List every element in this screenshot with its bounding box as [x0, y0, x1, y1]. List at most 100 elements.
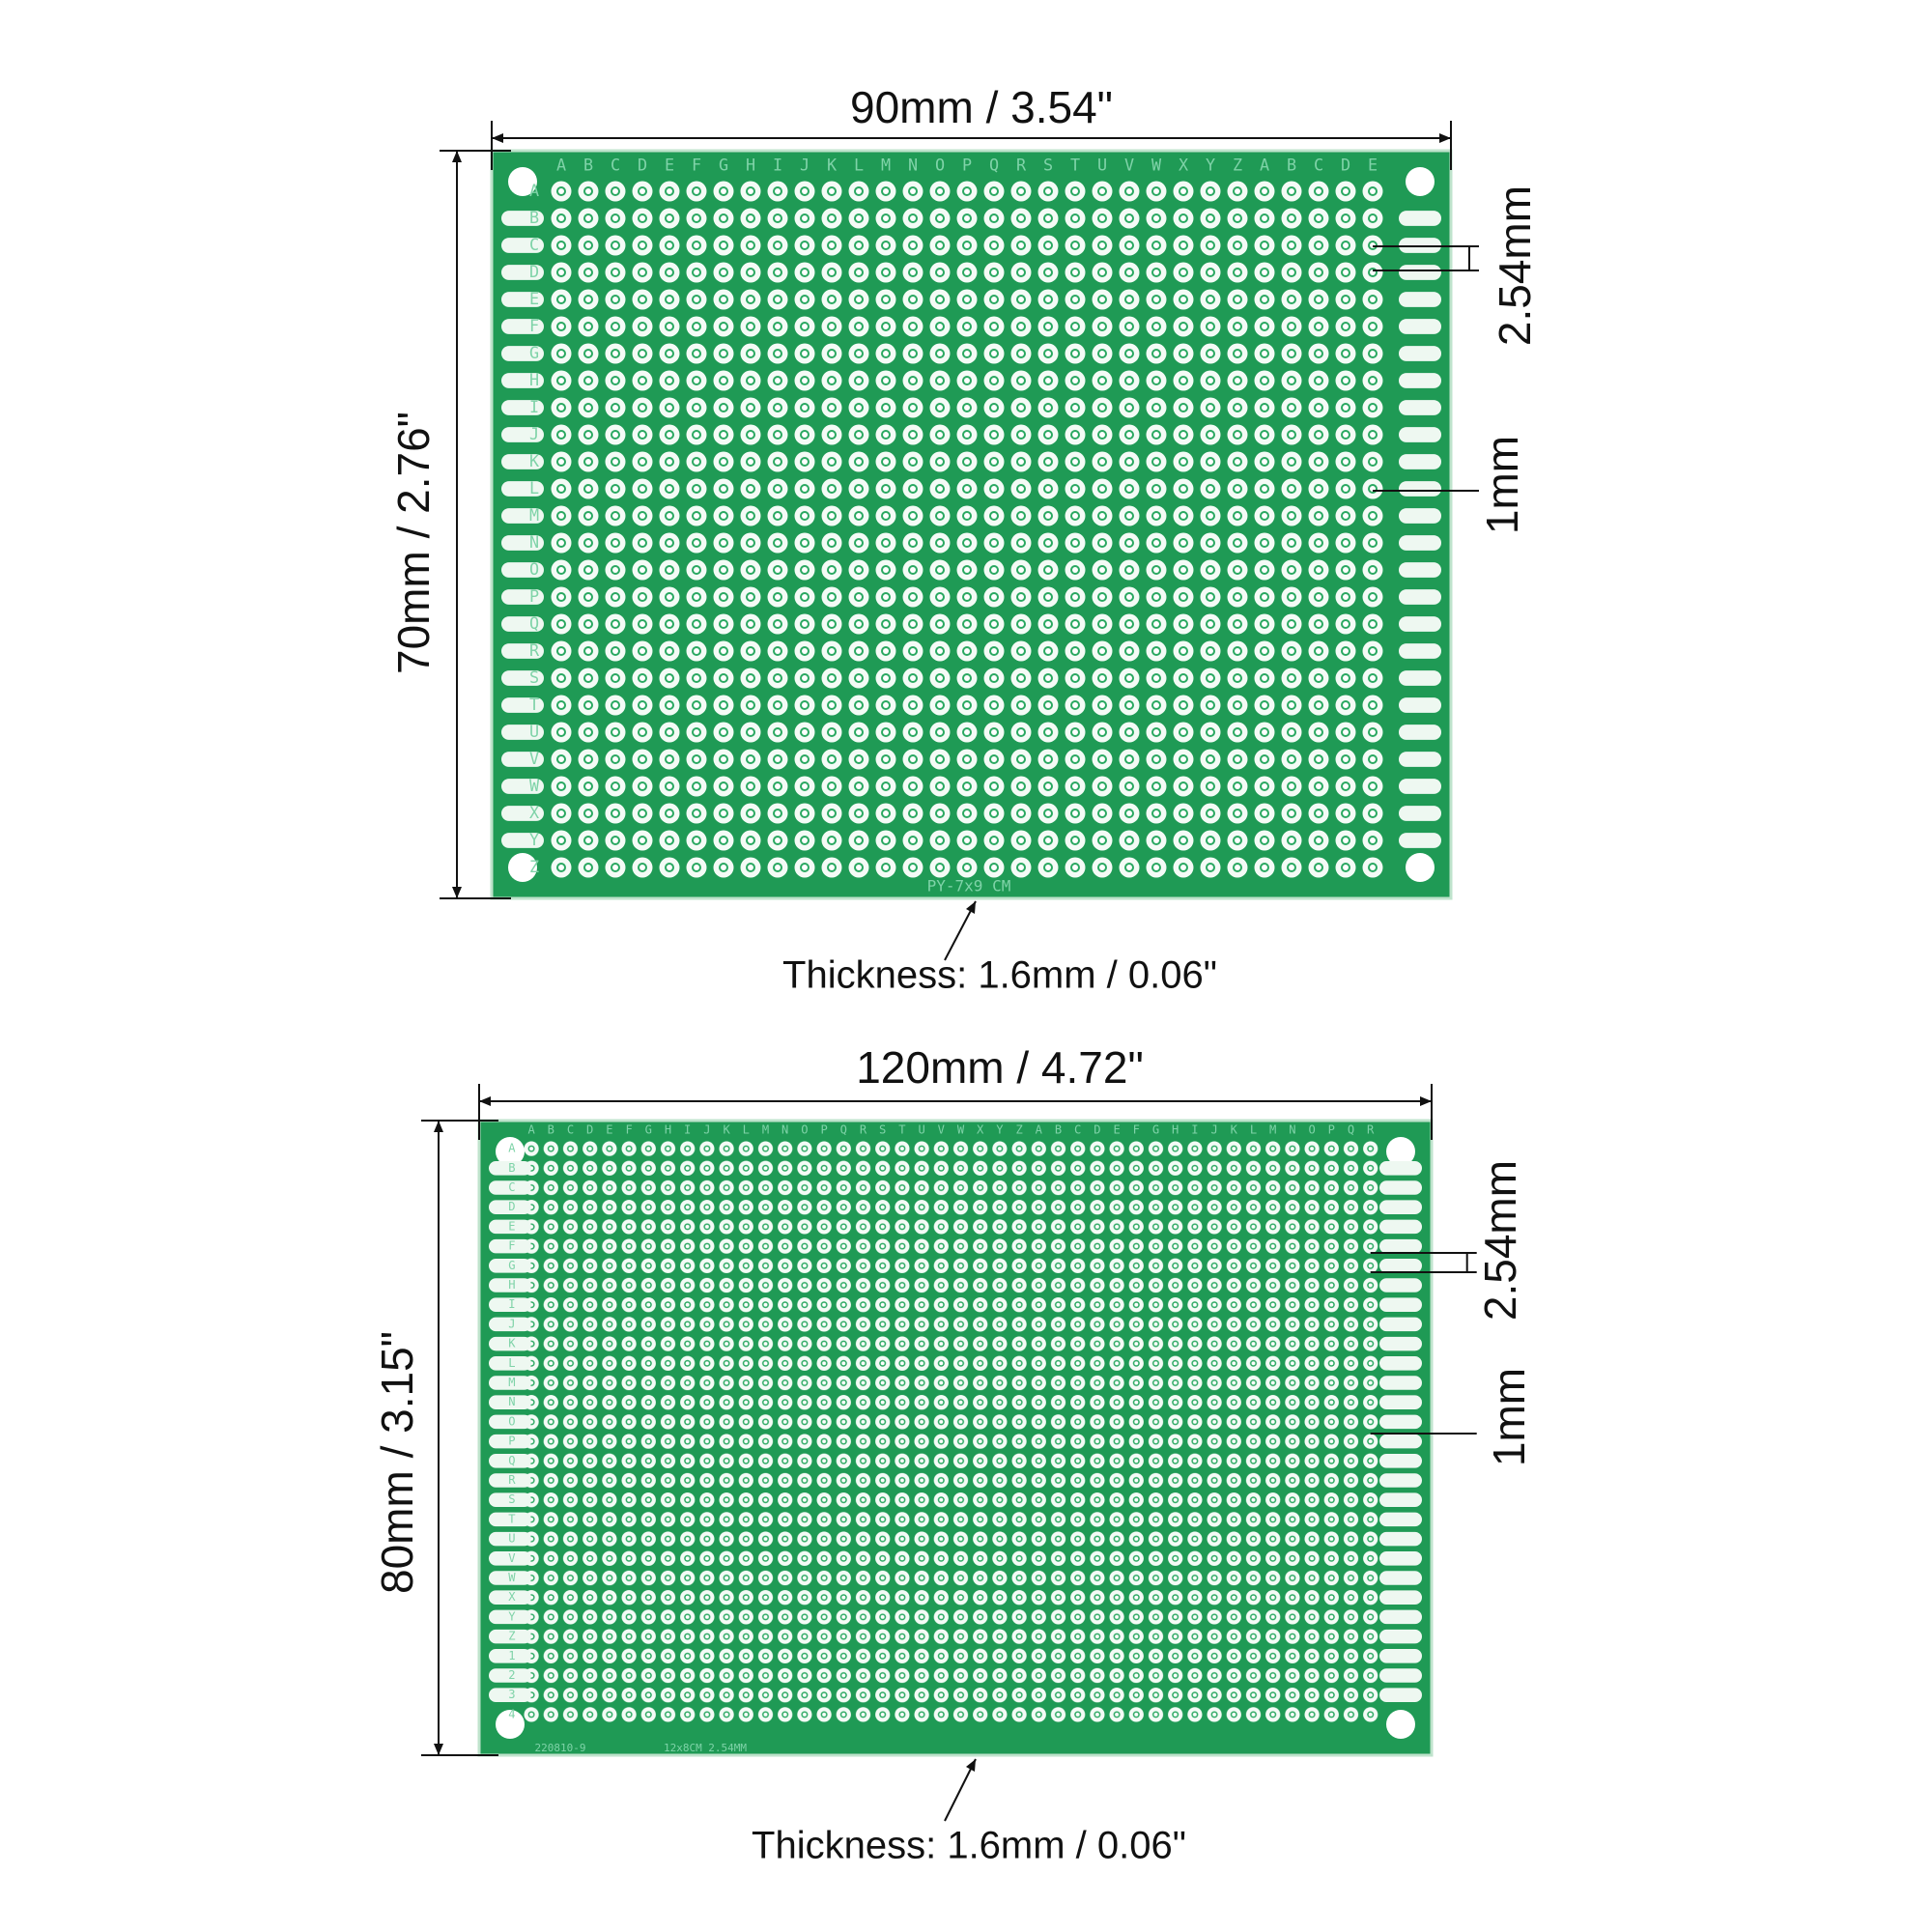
edge-pad: [1399, 292, 1441, 307]
edge-pad: [489, 1609, 531, 1625]
thickness-label: Thickness: 1.6mm / 0.06": [752, 1825, 1186, 1867]
row-letter: D: [508, 1200, 515, 1213]
column-letter: Q: [1348, 1122, 1354, 1136]
row-letter: T: [529, 695, 539, 714]
row-letter: J: [529, 424, 539, 443]
row-letter: I: [529, 397, 539, 416]
edge-pad: [1379, 1531, 1422, 1547]
column-letter: N: [1289, 1122, 1295, 1136]
edge-pad: [489, 1590, 531, 1605]
edge-pad: [1379, 1492, 1422, 1507]
column-letter: L: [743, 1122, 750, 1136]
row-letter: O: [529, 559, 539, 579]
column-letter: Q: [840, 1122, 847, 1136]
thickness-label: Thickness: 1.6mm / 0.06": [782, 954, 1217, 997]
edge-pad: [501, 292, 544, 307]
edge-pad: [501, 779, 544, 794]
edge-pad: [489, 1395, 531, 1409]
row-letter: C: [508, 1180, 515, 1194]
column-letter: H: [665, 1122, 671, 1136]
column-letter: G: [1152, 1122, 1159, 1136]
column-letter: Z: [1233, 155, 1242, 174]
column-letter: K: [723, 1122, 730, 1136]
row-letter: N: [508, 1395, 515, 1408]
column-letter: U: [918, 1122, 924, 1136]
edge-pad: [1399, 724, 1441, 740]
edge-pad: [489, 1356, 531, 1371]
row-letter: M: [508, 1376, 515, 1389]
row-letter: B: [529, 208, 539, 227]
column-letter: V: [938, 1122, 945, 1136]
edge-pad: [489, 1414, 531, 1430]
mounting-hole: [1406, 167, 1435, 196]
edge-pad: [501, 319, 544, 334]
column-letter: P: [962, 155, 972, 174]
arrow-head: [966, 1759, 976, 1772]
edge-pad: [489, 1454, 531, 1468]
column-letter: A: [1260, 155, 1269, 174]
edge-pad: [1379, 1473, 1422, 1488]
column-letter: E: [665, 155, 674, 174]
row-letter: S: [508, 1492, 515, 1506]
column-letter: S: [879, 1122, 886, 1136]
mounting-hole: [508, 167, 537, 196]
edge-pad: [1399, 670, 1441, 686]
row-letter: G: [529, 343, 539, 362]
row-letter: Q: [508, 1454, 515, 1467]
edge-pad: [1399, 346, 1441, 361]
column-letter: R: [1367, 1122, 1375, 1136]
row-letter: A: [529, 181, 539, 200]
edge-pad: [1399, 779, 1441, 794]
edge-pad: [1399, 265, 1441, 280]
column-letter: C: [567, 1122, 574, 1136]
row-letter: J: [508, 1317, 515, 1330]
row-letter: R: [529, 640, 540, 660]
row-letter: X: [529, 803, 539, 822]
edge-pad: [501, 400, 544, 415]
row-letter: X: [508, 1590, 516, 1604]
edge-pad: [1399, 427, 1441, 442]
edge-pad: [1399, 697, 1441, 713]
column-letter: G: [645, 1122, 652, 1136]
row-letter: W: [529, 776, 540, 795]
row-letter: K: [508, 1337, 516, 1350]
row-letter: T: [508, 1512, 516, 1525]
column-letter: D: [638, 155, 647, 174]
row-letter: D: [529, 262, 539, 281]
row-letter: O: [508, 1414, 515, 1428]
pitch-label: 2.54mm: [1490, 185, 1540, 346]
column-letter: M: [1269, 1122, 1276, 1136]
column-letter: Y: [996, 1122, 1004, 1136]
row-letter: 1: [508, 1649, 515, 1662]
edge-pad: [1399, 616, 1441, 632]
edge-pad: [1399, 535, 1441, 551]
edge-pad: [489, 1259, 531, 1273]
column-letter: R: [860, 1122, 867, 1136]
column-letter: T: [898, 1122, 906, 1136]
row-letter: Y: [508, 1609, 516, 1623]
column-letter: X: [977, 1122, 984, 1136]
silkscreen-label: 12x8CM 2.54MM: [664, 1742, 747, 1754]
edge-pad: [501, 616, 544, 632]
row-letter: B: [508, 1161, 515, 1175]
column-letter: G: [719, 155, 728, 174]
edge-pad: [1399, 400, 1441, 415]
column-letter: K: [1231, 1122, 1238, 1136]
edge-pad: [501, 238, 544, 253]
column-letter: C: [1314, 155, 1323, 174]
edge-pad: [501, 373, 544, 388]
edge-pad: [489, 1571, 531, 1585]
row-letter: S: [529, 668, 539, 687]
row-letter: 4: [508, 1707, 515, 1720]
column-letter: O: [801, 1122, 808, 1136]
edge-pad: [1399, 643, 1441, 659]
row-letter: F: [508, 1239, 515, 1253]
silkscreen-label: PY-7x9 CM: [927, 877, 1011, 895]
edge-pad: [489, 1180, 531, 1195]
column-letter: O: [935, 155, 945, 174]
column-letter: P: [820, 1122, 827, 1136]
column-letter: T: [1070, 155, 1080, 174]
edge-pad: [501, 265, 544, 280]
column-letter: E: [606, 1122, 612, 1136]
column-letter: F: [692, 155, 701, 174]
